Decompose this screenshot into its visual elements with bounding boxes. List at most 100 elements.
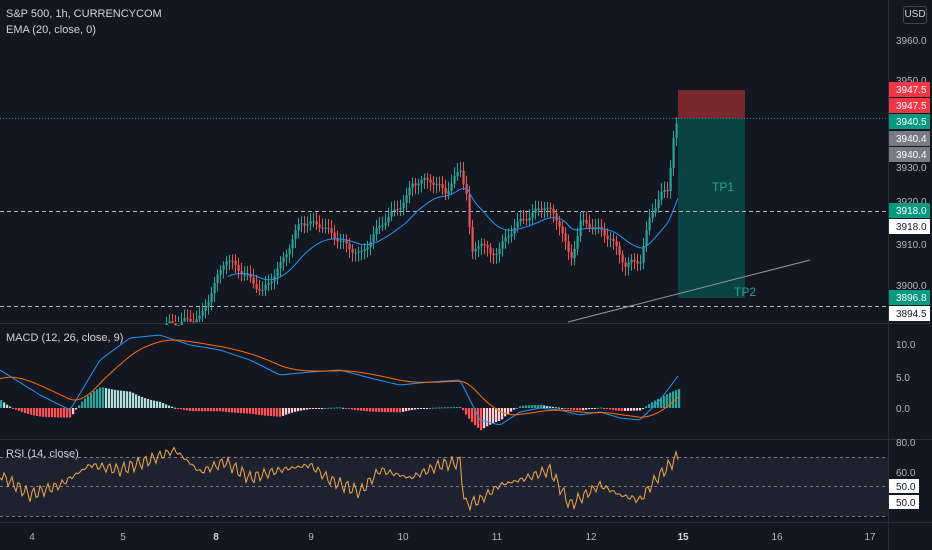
take-profit-zone[interactable] bbox=[678, 118, 745, 298]
candle-body bbox=[363, 249, 366, 251]
histogram-bar bbox=[177, 408, 180, 409]
candle-body bbox=[621, 254, 624, 263]
stop-loss-zone[interactable] bbox=[678, 90, 745, 118]
trend-line[interactable] bbox=[567, 259, 811, 323]
macd-axis[interactable]: 10.0 5.0 0.0 bbox=[896, 340, 916, 415]
price-tick: 3910.0 bbox=[896, 240, 927, 251]
rsi-axis[interactable]: 80.0 60.0 50.0 50.0 bbox=[889, 438, 919, 509]
histogram-bar bbox=[507, 408, 510, 414]
histogram-bar bbox=[87, 395, 90, 408]
histogram-bar bbox=[93, 391, 96, 408]
histogram-bar bbox=[213, 408, 216, 412]
histogram-bar bbox=[312, 408, 315, 409]
candle-body bbox=[585, 220, 588, 224]
histogram-bar bbox=[378, 408, 381, 412]
histogram-bar bbox=[249, 408, 252, 414]
macd-histogram[interactable] bbox=[0, 387, 681, 431]
histogram-bar bbox=[156, 401, 159, 408]
candle-body bbox=[213, 282, 216, 294]
candle-body bbox=[456, 172, 459, 177]
candle-body bbox=[555, 213, 558, 221]
candle-body bbox=[588, 223, 591, 228]
candle-body bbox=[570, 251, 573, 259]
candle-body bbox=[483, 243, 486, 246]
candle-body bbox=[378, 225, 381, 229]
histogram-bar bbox=[576, 408, 579, 411]
histogram-bar bbox=[42, 408, 45, 417]
candle-body bbox=[522, 218, 525, 220]
badge-last-bg bbox=[889, 114, 930, 129]
macd-legend[interactable]: MACD (12, 26, close, 9) bbox=[6, 332, 124, 344]
candle-body bbox=[462, 170, 465, 185]
histogram-bar bbox=[12, 408, 15, 409]
signal-line[interactable] bbox=[0, 339, 679, 418]
histogram-bar bbox=[279, 408, 282, 417]
candle-body bbox=[228, 260, 231, 262]
candle-body bbox=[186, 318, 189, 320]
histogram-bar bbox=[327, 407, 330, 409]
time-axis[interactable]: 4 5 8 9 10 11 12 15 16 17 bbox=[29, 532, 876, 543]
histogram-bar bbox=[96, 389, 99, 408]
histogram-bar bbox=[435, 407, 438, 409]
candle-body bbox=[549, 207, 552, 209]
candle-body bbox=[657, 199, 660, 208]
histogram-bar bbox=[81, 401, 84, 408]
price-tick: 3900.0 bbox=[896, 281, 927, 292]
candle-body bbox=[399, 207, 402, 210]
candle-body bbox=[291, 239, 294, 249]
candle-body bbox=[222, 265, 225, 270]
candle-body bbox=[294, 230, 297, 240]
histogram-bar bbox=[591, 408, 594, 409]
candle-body bbox=[333, 232, 336, 239]
ema-line[interactable] bbox=[227, 188, 679, 281]
histogram-bar bbox=[321, 408, 324, 409]
histogram-bar bbox=[90, 393, 93, 408]
histogram-bar bbox=[288, 408, 291, 414]
histogram-bar bbox=[282, 408, 285, 416]
histogram-bar bbox=[648, 404, 651, 408]
candle-body bbox=[429, 179, 432, 183]
candle-body bbox=[267, 282, 270, 285]
rsi-line[interactable] bbox=[0, 446, 679, 512]
histogram-bar bbox=[588, 408, 591, 410]
histogram-bar bbox=[6, 404, 9, 408]
histogram-bar bbox=[372, 408, 375, 412]
histogram-bar bbox=[444, 407, 447, 409]
price-axis[interactable]: 3960.0 3950.0 3930.0 3920.0 3910.0 3900.… bbox=[896, 36, 927, 292]
candle-body bbox=[342, 240, 345, 242]
time-label: 16 bbox=[771, 532, 783, 543]
histogram-bar bbox=[474, 408, 477, 426]
rsi-badge: 50.0 bbox=[896, 482, 916, 493]
histogram-bar bbox=[138, 395, 141, 408]
histogram-bar bbox=[147, 399, 150, 408]
badge-3918-level: 3918.0 bbox=[896, 222, 927, 233]
ema-legend[interactable]: EMA (20, close, 0) bbox=[6, 24, 96, 36]
histogram-bar bbox=[678, 389, 681, 408]
candle-body bbox=[336, 238, 339, 242]
histogram-bar bbox=[108, 388, 111, 408]
candle-body bbox=[240, 270, 243, 275]
candle-body bbox=[564, 233, 567, 242]
histogram-bar bbox=[237, 408, 240, 413]
candle-body bbox=[357, 251, 360, 253]
histogram-bar bbox=[597, 407, 600, 409]
rsi-legend[interactable]: RSI (14, close) bbox=[6, 448, 79, 460]
histogram-bar bbox=[183, 408, 186, 410]
currency-button[interactable]: USD bbox=[903, 6, 927, 24]
macd-line[interactable] bbox=[0, 334, 679, 426]
histogram-bar bbox=[465, 408, 468, 415]
candle-body bbox=[243, 274, 246, 276]
candle-body bbox=[297, 224, 300, 231]
histogram-bar bbox=[339, 407, 342, 409]
histogram-bar bbox=[630, 408, 633, 411]
candle-body bbox=[486, 245, 489, 248]
candlestick-series[interactable] bbox=[165, 116, 678, 326]
histogram-bar bbox=[258, 408, 261, 415]
histogram-bar bbox=[531, 405, 534, 408]
histogram-bar bbox=[564, 408, 567, 409]
histogram-bar bbox=[261, 408, 264, 416]
symbol-legend[interactable]: S&P 500, 1h, CURRENCYCOM bbox=[6, 8, 162, 20]
histogram-bar bbox=[192, 408, 195, 412]
histogram-bar bbox=[459, 407, 462, 408]
